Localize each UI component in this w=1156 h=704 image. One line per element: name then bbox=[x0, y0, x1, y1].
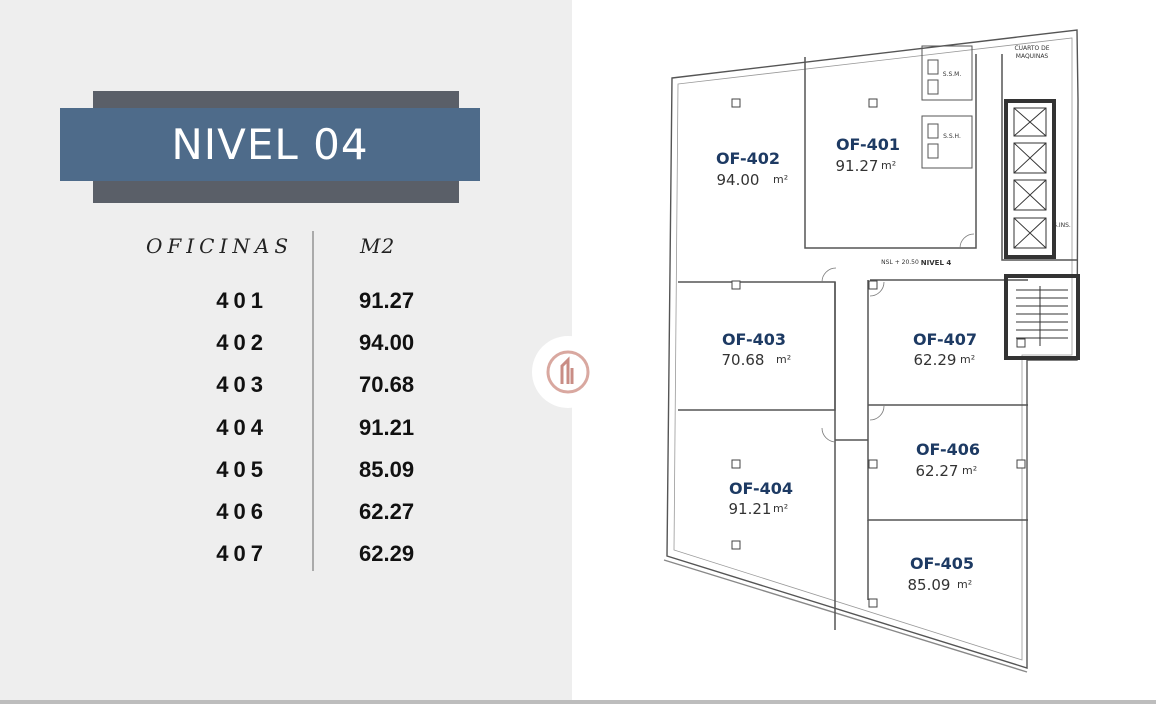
room-unit: m² bbox=[881, 159, 896, 172]
room-unit: m² bbox=[957, 578, 972, 591]
room-code: OF-402 bbox=[716, 149, 780, 168]
room-area: 91.21 bbox=[729, 500, 772, 518]
level-reference: NSL + 20.50 bbox=[881, 259, 919, 266]
office-area: 85.09 bbox=[359, 457, 415, 482]
level-name: NIVEL 4 bbox=[921, 259, 952, 267]
brand-logo-icon bbox=[546, 350, 590, 394]
page-title: NIVEL 04 bbox=[171, 120, 369, 169]
small-room-label: S.INS. bbox=[1053, 222, 1071, 229]
office-area: 91.27 bbox=[359, 288, 415, 313]
office-area: 70.68 bbox=[359, 372, 415, 397]
area-column-header: M2 bbox=[360, 234, 396, 258]
machine-room-label-2: MAQUINAS bbox=[1016, 53, 1049, 60]
room-of-407: OF-407 62.29 m² bbox=[913, 330, 977, 369]
restroom-m bbox=[921, 45, 973, 101]
office-number: 405 bbox=[216, 457, 268, 482]
building-outline bbox=[666, 29, 1079, 669]
room-unit: m² bbox=[960, 353, 975, 366]
room-of-402: OF-402 94.00 m² bbox=[716, 149, 788, 189]
table-divider bbox=[312, 231, 314, 571]
room-code: OF-407 bbox=[913, 330, 977, 349]
room-code: OF-403 bbox=[722, 330, 786, 349]
restroom-m-label: S.S.M. bbox=[943, 71, 962, 78]
room-unit: m² bbox=[962, 464, 977, 477]
office-area: 94.00 bbox=[359, 330, 415, 355]
bottom-border bbox=[0, 700, 1156, 704]
room-code: OF-406 bbox=[916, 440, 980, 459]
room-area: 62.27 bbox=[916, 462, 959, 480]
offices-column-header: OFICINAS bbox=[146, 234, 294, 258]
office-number: 404 bbox=[216, 415, 268, 440]
room-area: 94.00 bbox=[717, 171, 760, 189]
office-number: 401 bbox=[216, 288, 268, 313]
brand-logo bbox=[532, 336, 604, 408]
room-unit: m² bbox=[776, 353, 791, 366]
room-of-405: OF-405 85.09 m² bbox=[908, 554, 975, 594]
room-area: 62.29 bbox=[914, 351, 957, 369]
room-code: OF-404 bbox=[729, 479, 793, 498]
office-area: 91.21 bbox=[359, 415, 415, 440]
office-area: 62.27 bbox=[359, 499, 415, 524]
office-number: 403 bbox=[216, 372, 268, 397]
restroom-h-label: S.S.H. bbox=[943, 133, 961, 140]
floor-plan: CUARTO DE MAQUINAS S.S.M. S.S.H. S.INS. … bbox=[663, 29, 1080, 673]
title-banner: NIVEL 04 bbox=[60, 108, 480, 181]
room-of-406: OF-406 62.27 m² bbox=[916, 440, 981, 480]
room-of-403: OF-403 70.68 m² bbox=[722, 330, 792, 369]
room-area: 70.68 bbox=[722, 351, 765, 369]
office-number: 407 bbox=[216, 541, 268, 566]
room-unit: m² bbox=[773, 173, 788, 186]
restroom-h bbox=[921, 115, 973, 169]
elevator-core bbox=[1004, 99, 1056, 259]
office-number: 402 bbox=[216, 330, 268, 355]
room-unit: m² bbox=[773, 502, 788, 515]
room-of-404: OF-404 91.21 m² bbox=[729, 479, 794, 518]
office-number: 406 bbox=[216, 499, 268, 524]
stair-core bbox=[1004, 274, 1080, 360]
room-code: OF-405 bbox=[910, 554, 974, 573]
room-area: 91.27 bbox=[836, 157, 879, 175]
room-area: 85.09 bbox=[908, 576, 951, 594]
room-code: OF-401 bbox=[836, 135, 900, 154]
machine-room-label-1: CUARTO DE bbox=[1014, 45, 1049, 52]
office-area: 62.29 bbox=[359, 541, 415, 566]
room-of-401: OF-401 91.27 m² bbox=[836, 135, 901, 175]
